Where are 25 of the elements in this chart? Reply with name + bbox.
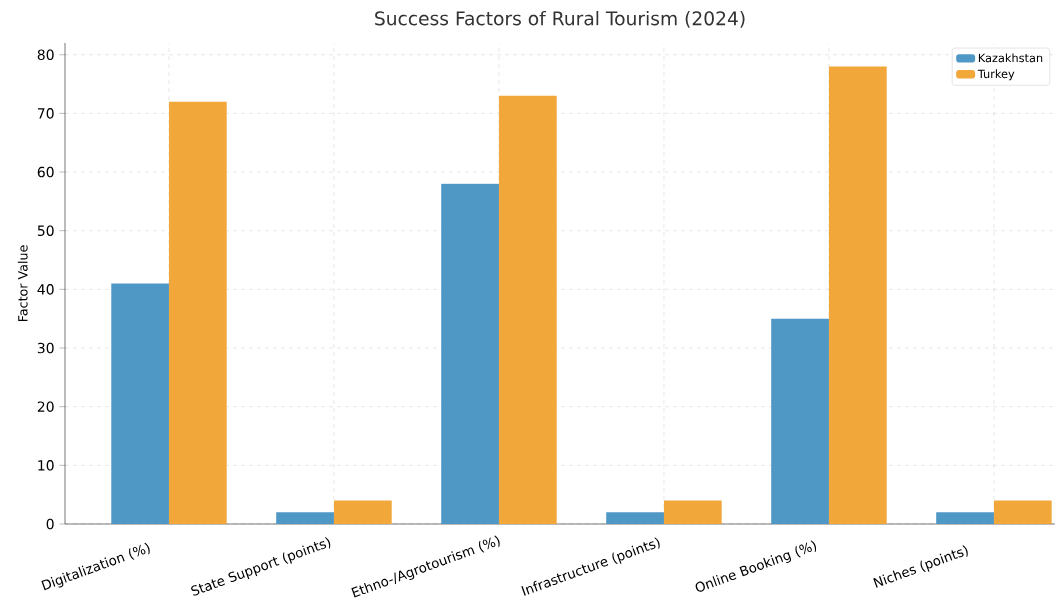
y-tick-label: 0 [46, 518, 54, 530]
y-tick-label: 20 [37, 401, 54, 412]
bar [936, 512, 994, 524]
bar [771, 318, 829, 524]
bar [993, 500, 1052, 524]
bar [441, 183, 499, 524]
y-tick-label: 30 [37, 342, 54, 354]
legend-label: Kazakhstan [978, 53, 1043, 63]
bar [828, 66, 887, 524]
bar [168, 101, 227, 524]
bar [276, 512, 334, 524]
bar [498, 95, 557, 524]
y-tick-label: 70 [37, 108, 54, 119]
bar [606, 512, 664, 524]
y-tick-label: 10 [38, 460, 54, 471]
bar [663, 500, 722, 524]
bar [111, 283, 169, 524]
y-tick-label: 60 [37, 166, 54, 178]
y-tick-label: 40 [37, 284, 54, 295]
y-tick-label: 80 [37, 49, 54, 61]
chart-title: Success Factors of Rural Tourism (2024) [375, 10, 745, 28]
y-tick-label: 50 [37, 225, 54, 236]
bar [333, 500, 392, 524]
y-axis-title: Factor Value [17, 245, 28, 322]
legend-label: Turkey [977, 69, 1015, 81]
